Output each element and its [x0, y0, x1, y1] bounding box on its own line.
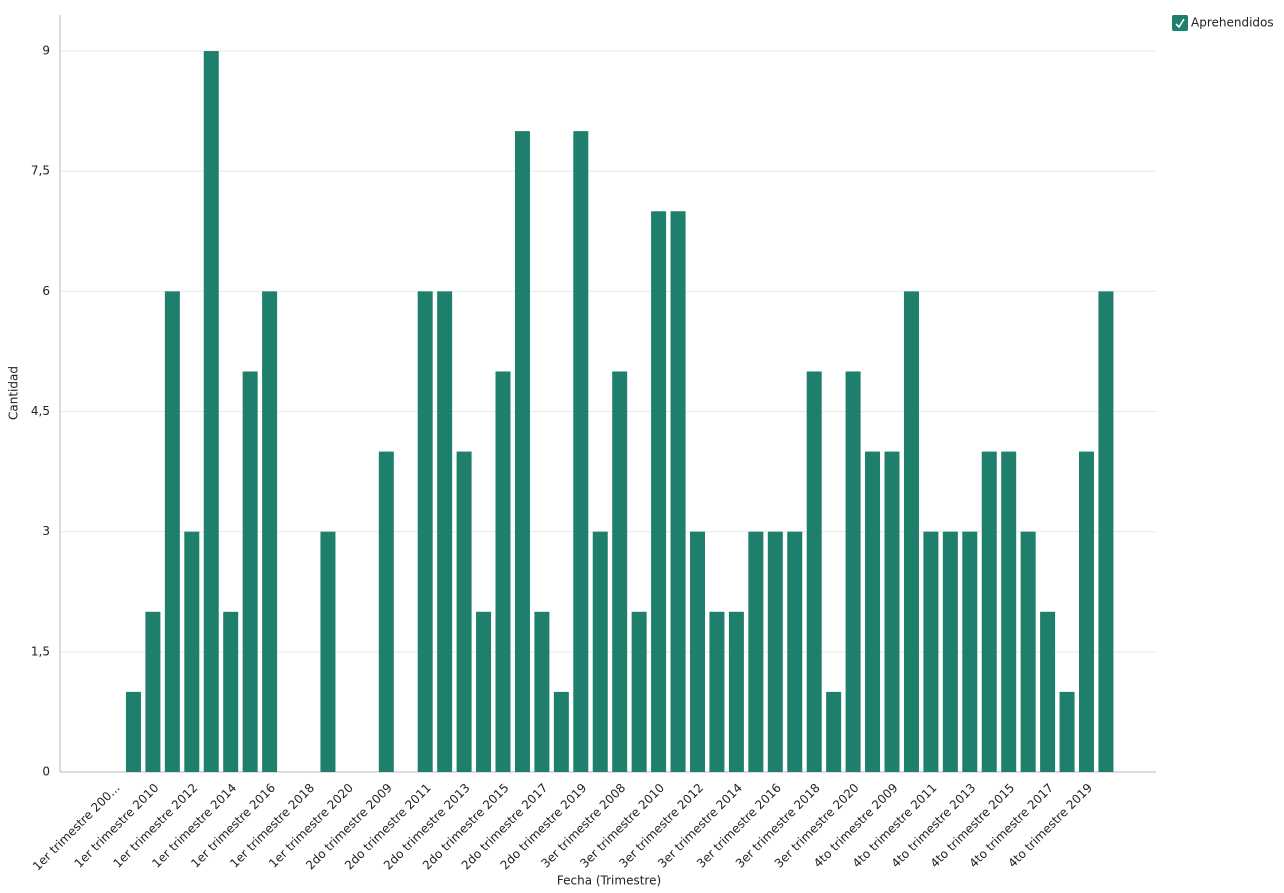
- bar: [203, 51, 219, 773]
- bar: [534, 611, 550, 772]
- bar: [145, 611, 161, 772]
- bar: [262, 291, 278, 772]
- y-axis-title: Cantidad: [7, 366, 21, 420]
- y-tick-label: 0: [42, 765, 50, 779]
- bar: [826, 691, 842, 772]
- bar: [553, 691, 569, 772]
- bar: [845, 371, 861, 772]
- y-tick-label: 9: [42, 44, 50, 58]
- bar: [242, 371, 258, 772]
- bar: [495, 371, 511, 772]
- bar: [709, 611, 725, 772]
- y-tick-label: 1,5: [31, 644, 50, 658]
- y-tick-label: 3: [42, 524, 50, 538]
- legend-label: Aprehendidos: [1191, 16, 1274, 30]
- bar: [865, 451, 881, 772]
- legend-check: [1175, 18, 1185, 29]
- bar: [456, 451, 472, 772]
- bar: [806, 371, 822, 772]
- bar: [1001, 451, 1017, 772]
- bar: [1020, 531, 1036, 772]
- bar: [787, 531, 803, 772]
- bar: [690, 531, 705, 772]
- bar: [728, 611, 744, 772]
- bar: [962, 531, 978, 772]
- bar: [631, 611, 647, 772]
- y-tick-label: 6: [42, 284, 50, 298]
- y-tick-label: 4,5: [31, 404, 50, 418]
- bar: [884, 451, 900, 772]
- bar: [670, 211, 686, 772]
- bar: [164, 291, 180, 772]
- bar: [748, 531, 764, 772]
- legend-swatch: [1172, 15, 1188, 31]
- bar: [573, 131, 589, 772]
- bar: [942, 531, 958, 772]
- x-axis-title: Fecha (Trimestre): [557, 874, 661, 888]
- bar: [437, 291, 453, 772]
- bar: [1098, 291, 1114, 772]
- bar: [223, 611, 239, 772]
- bar: [514, 131, 530, 772]
- bar: [592, 531, 608, 772]
- bar: [184, 531, 200, 772]
- bar: [903, 291, 919, 772]
- bar: [923, 531, 939, 772]
- bar: [417, 291, 433, 772]
- bar: [378, 451, 394, 772]
- bar: [1059, 691, 1075, 772]
- bar: [476, 611, 492, 772]
- bar: [1040, 611, 1056, 772]
- bar: [1079, 451, 1094, 772]
- bar: [767, 531, 783, 772]
- bar: [320, 531, 336, 772]
- y-tick-label: 7,5: [31, 164, 50, 178]
- bar: [981, 451, 997, 772]
- bar: [125, 691, 141, 772]
- bar: [651, 211, 667, 772]
- bar: [612, 371, 628, 772]
